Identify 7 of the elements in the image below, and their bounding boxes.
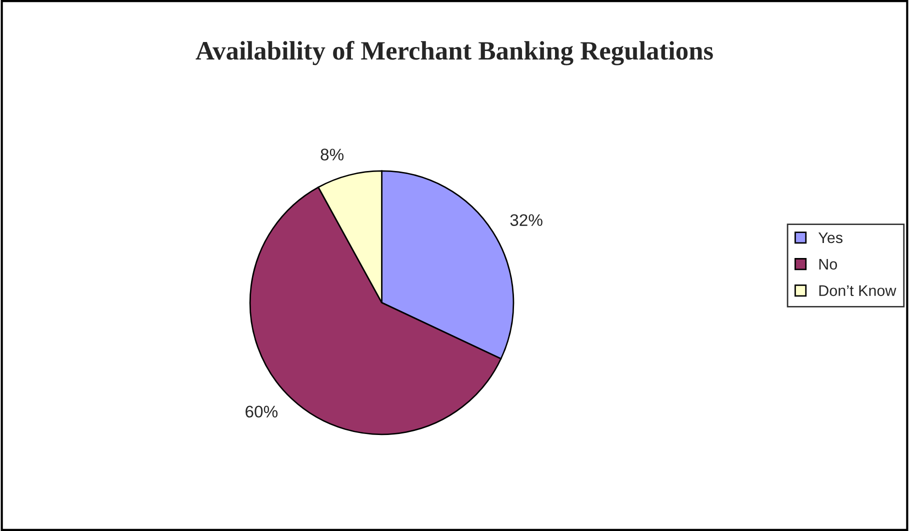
chart-title: Availability of Merchant Banking Regulations	[196, 40, 713, 66]
data-label: 60%	[246, 406, 278, 418]
data-label: 8%	[320, 148, 344, 160]
data-label: 32%	[510, 214, 542, 226]
legend-label: Yes	[818, 232, 842, 244]
legend-label: No	[819, 258, 838, 270]
legend-label: Don’t Know	[819, 285, 896, 296]
